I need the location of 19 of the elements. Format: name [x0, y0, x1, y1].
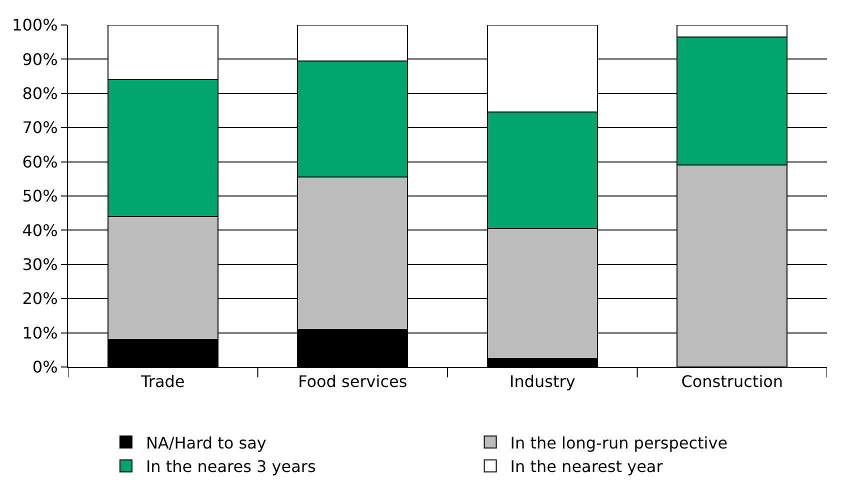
y-tick-label: 70% — [22, 118, 58, 138]
y-tick-label: 50% — [22, 186, 58, 206]
y-tick-label: 90% — [22, 50, 58, 69]
x-tick-label: Food services — [298, 372, 408, 392]
y-tick-label: 40% — [22, 220, 58, 240]
x-tick-label: Trade — [140, 372, 185, 392]
y-tick-label: 20% — [22, 289, 58, 308]
x-tick-label: Construction — [681, 372, 784, 392]
y-tick-label: 60% — [22, 152, 58, 172]
x-tick-label: Industry — [509, 372, 576, 392]
legend-label: In the nearest year — [510, 457, 664, 476]
legend-label: NA/Hard to say — [146, 433, 266, 452]
y-tick-label: 10% — [22, 323, 58, 342]
legend-label: In the neares 3 years — [146, 457, 316, 476]
legend-label: In the long-run perspective — [510, 433, 728, 452]
y-tick-label: 30% — [22, 255, 58, 274]
y-tick-label: 100% — [12, 16, 58, 35]
y-tick-label: 80% — [22, 84, 58, 103]
y-tick-label: 0% — [32, 358, 58, 377]
